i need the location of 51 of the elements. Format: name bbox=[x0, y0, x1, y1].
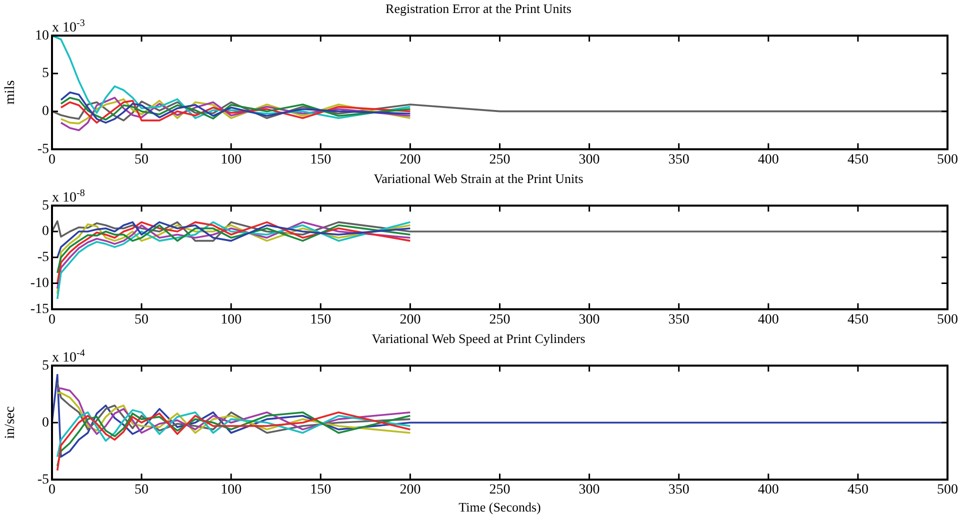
chart-title: Variational Web Strain at the Print Units bbox=[374, 171, 584, 186]
y-tick-label: -5 bbox=[37, 250, 49, 266]
x-tick-label: 100 bbox=[220, 312, 242, 328]
x-tick-label: 350 bbox=[668, 152, 690, 168]
x-tick-label: 50 bbox=[134, 152, 149, 168]
y-tick-label: 10 bbox=[35, 28, 49, 44]
x-tick-label: 500 bbox=[937, 152, 958, 168]
x-tick-label: 400 bbox=[758, 482, 779, 498]
y-axis-title: mils bbox=[3, 80, 18, 104]
x-tick-label: 500 bbox=[937, 482, 958, 498]
x-tick-label: 350 bbox=[668, 482, 690, 498]
x-tick-label: 200 bbox=[400, 482, 421, 498]
x-tick-label: 450 bbox=[847, 482, 868, 498]
text: x 10$^{-8}$ bbox=[52, 188, 85, 206]
x-tick-label: 200 bbox=[400, 152, 421, 168]
x-tick-label: 500 bbox=[937, 312, 958, 328]
x-tick-label: 450 bbox=[847, 312, 868, 328]
x-tick-label: 150 bbox=[310, 152, 332, 168]
x-tick-label: 350 bbox=[668, 312, 690, 328]
x-tick-label: 150 bbox=[310, 312, 332, 328]
y-tick-label: -5 bbox=[37, 472, 49, 488]
text: x 10$^{-4}$ bbox=[52, 348, 85, 366]
y-tick-label: 5 bbox=[42, 358, 49, 374]
x-axis-title: Time (Seconds) bbox=[458, 500, 541, 515]
x-tick-label: 100 bbox=[220, 152, 242, 168]
y-tick-label: -15 bbox=[30, 302, 49, 317]
x-tick-label: 300 bbox=[578, 482, 600, 498]
text: x 10$^{-3}$ bbox=[52, 18, 85, 36]
y-axis-title: in/sec bbox=[3, 406, 18, 439]
y-tick-label: 5 bbox=[42, 198, 49, 214]
x-tick-label: 100 bbox=[220, 482, 242, 498]
x-tick-label: 250 bbox=[489, 152, 510, 168]
x-tick-label: 50 bbox=[134, 482, 149, 498]
y-tick-label: -5 bbox=[37, 142, 49, 157]
x-tick-label: 200 bbox=[400, 312, 421, 328]
x-tick-label: 300 bbox=[578, 152, 600, 168]
x-tick-label: 50 bbox=[134, 312, 149, 328]
y-tick-label: 0 bbox=[42, 415, 49, 430]
y-tick-label: -10 bbox=[30, 276, 49, 291]
x-tick-label: 300 bbox=[578, 312, 600, 328]
x-tick-label: 400 bbox=[758, 312, 779, 328]
x-tick-label: 250 bbox=[489, 312, 510, 328]
y-tick-label: 0 bbox=[42, 104, 49, 120]
y-tick-label: 0 bbox=[42, 224, 49, 240]
x-tick-label: 450 bbox=[847, 152, 868, 168]
x-tick-label: 250 bbox=[489, 482, 510, 498]
x-tick-label: 400 bbox=[758, 152, 779, 168]
chart-title: Variational Web Speed at Print Cylinders bbox=[372, 331, 586, 346]
x-tick-label: 150 bbox=[310, 482, 332, 498]
chart-title: Registration Error at the Print Units bbox=[386, 1, 572, 16]
y-tick-label: 5 bbox=[42, 66, 49, 82]
